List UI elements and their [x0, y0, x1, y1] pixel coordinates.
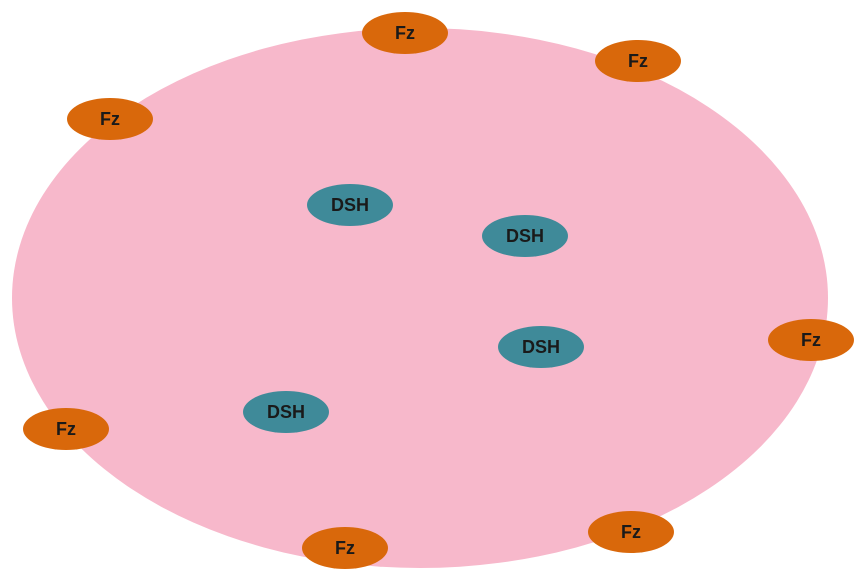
fz-node-shape: [362, 12, 448, 54]
dsh-node-label: DSH: [331, 195, 369, 215]
dsh-node-label: DSH: [267, 402, 305, 422]
fz-node-shape: [768, 319, 854, 361]
fz-node-label: Fz: [395, 23, 415, 43]
fz-node-label: Fz: [628, 51, 648, 71]
dsh-node-label: DSH: [506, 226, 544, 246]
fz-node-shape: [595, 40, 681, 82]
dsh-node: DSH: [482, 215, 568, 257]
fz-node-shape: [67, 98, 153, 140]
fz-node: Fz: [768, 319, 854, 361]
dsh-node: DSH: [498, 326, 584, 368]
dsh-node-label: DSH: [522, 337, 560, 357]
fz-node-label: Fz: [621, 522, 641, 542]
dsh-node-shape: [307, 184, 393, 226]
fz-node-shape: [23, 408, 109, 450]
fz-node: Fz: [595, 40, 681, 82]
fz-node-shape: [302, 527, 388, 569]
fz-node-label: Fz: [335, 538, 355, 558]
cell-membrane: [12, 28, 828, 568]
dsh-node: DSH: [243, 391, 329, 433]
fz-node: Fz: [588, 511, 674, 553]
fz-node: Fz: [362, 12, 448, 54]
fz-node-label: Fz: [56, 419, 76, 439]
fz-node: Fz: [23, 408, 109, 450]
dsh-node-shape: [482, 215, 568, 257]
dsh-node: DSH: [307, 184, 393, 226]
dsh-node-shape: [243, 391, 329, 433]
fz-node-label: Fz: [801, 330, 821, 350]
dsh-node-shape: [498, 326, 584, 368]
fz-node: Fz: [302, 527, 388, 569]
fz-node-shape: [588, 511, 674, 553]
fz-node: Fz: [67, 98, 153, 140]
fz-node-label: Fz: [100, 109, 120, 129]
